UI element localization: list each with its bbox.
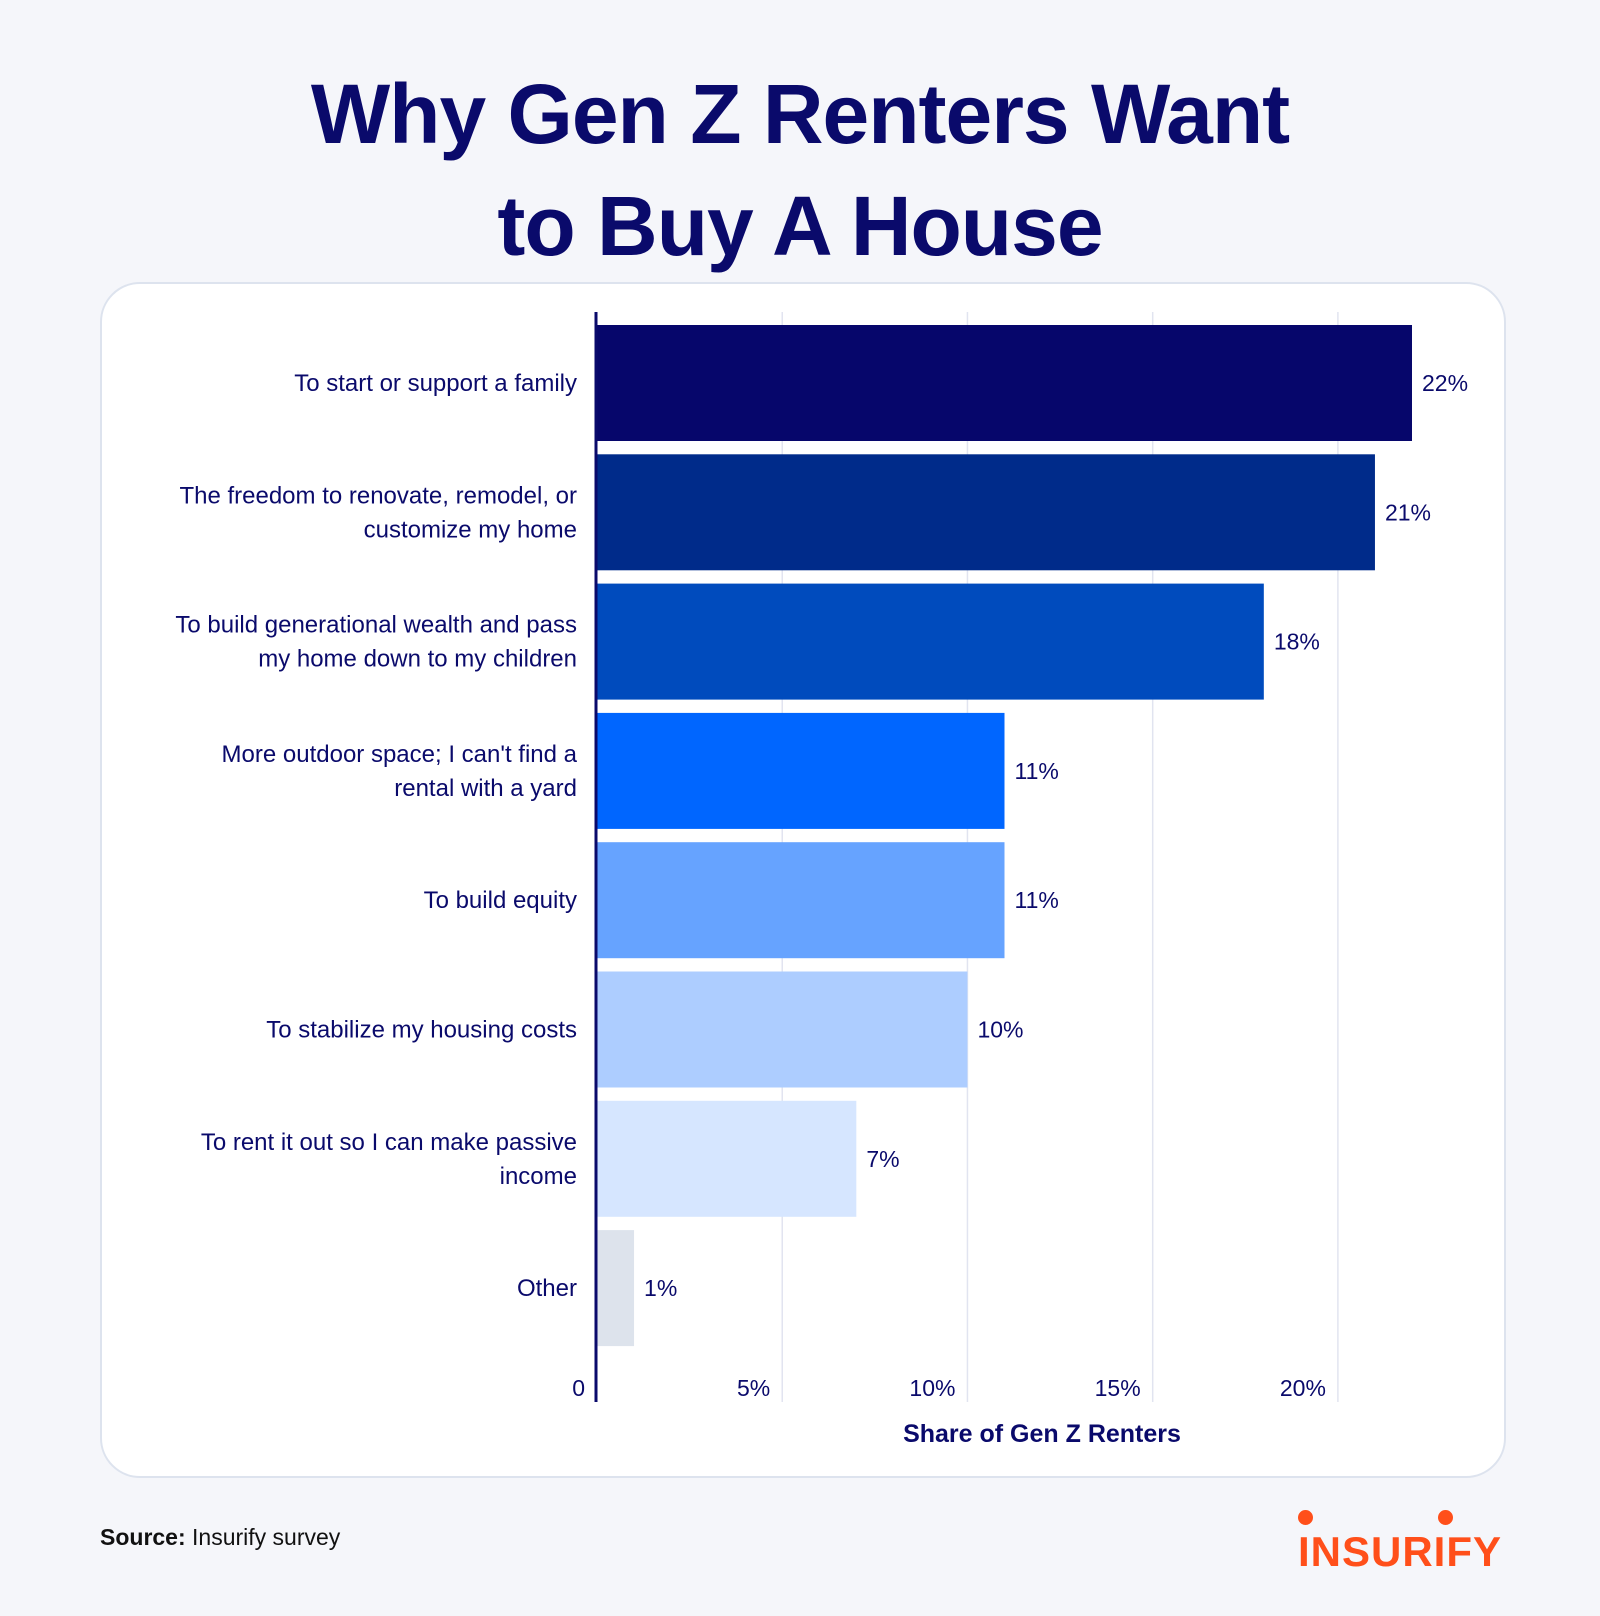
x-axis-title: Share of Gen Z Renters [903, 1420, 1181, 1448]
bar [597, 583, 1264, 700]
logo-wordmark: INSURIFY [1298, 1528, 1503, 1575]
bar [597, 1100, 857, 1217]
category-label: To build generational wealth and pass [175, 612, 577, 639]
category-label: The freedom to renovate, remodel, or [179, 482, 577, 509]
source-note: Source: Insurify survey [100, 1524, 340, 1551]
source-text: Insurify survey [192, 1524, 341, 1550]
value-label: 11% [1015, 887, 1059, 913]
category-label: To build equity [424, 887, 577, 914]
value-label: 22% [1422, 370, 1468, 396]
x-tick-label: 20% [1280, 1375, 1326, 1401]
value-label: 1% [644, 1275, 677, 1301]
bar [597, 325, 1412, 441]
value-label: 10% [977, 1017, 1023, 1043]
bar [597, 842, 1005, 959]
x-tick-label: 10% [909, 1375, 955, 1401]
value-label: 18% [1274, 629, 1320, 655]
title-line-2: to Buy A House [497, 179, 1103, 273]
category-label: my home down to my children [258, 646, 577, 673]
category-label: income [500, 1163, 577, 1190]
bar [597, 712, 1005, 829]
category-label: customize my home [364, 516, 577, 543]
category-label: To rent it out so I can make passive [201, 1129, 577, 1156]
bar [597, 1230, 635, 1347]
page-title: Why Gen Z Renters Want to Buy A House [0, 58, 1600, 282]
insurify-logo: INSURIFY [1298, 1510, 1508, 1575]
category-label: Other [517, 1275, 577, 1302]
logo-dot-right [1438, 1510, 1453, 1525]
title-line-1: Why Gen Z Renters Want [310, 67, 1290, 161]
bar [597, 454, 1375, 571]
x-tick-label: 0 [572, 1375, 585, 1401]
value-label: 7% [866, 1146, 899, 1172]
source-label: Source: [100, 1524, 186, 1550]
category-label: To start or support a family [294, 370, 577, 397]
category-label: To stabilize my housing costs [266, 1017, 577, 1044]
bar [597, 971, 968, 1088]
category-label: rental with a yard [394, 775, 577, 802]
x-tick-label: 15% [1095, 1375, 1141, 1401]
x-tick-label: 5% [737, 1375, 770, 1401]
value-label: 11% [1015, 758, 1059, 784]
category-label: More outdoor space; I can't find a [222, 741, 578, 768]
logo-dot-left [1298, 1510, 1313, 1525]
value-label: 21% [1385, 499, 1431, 525]
